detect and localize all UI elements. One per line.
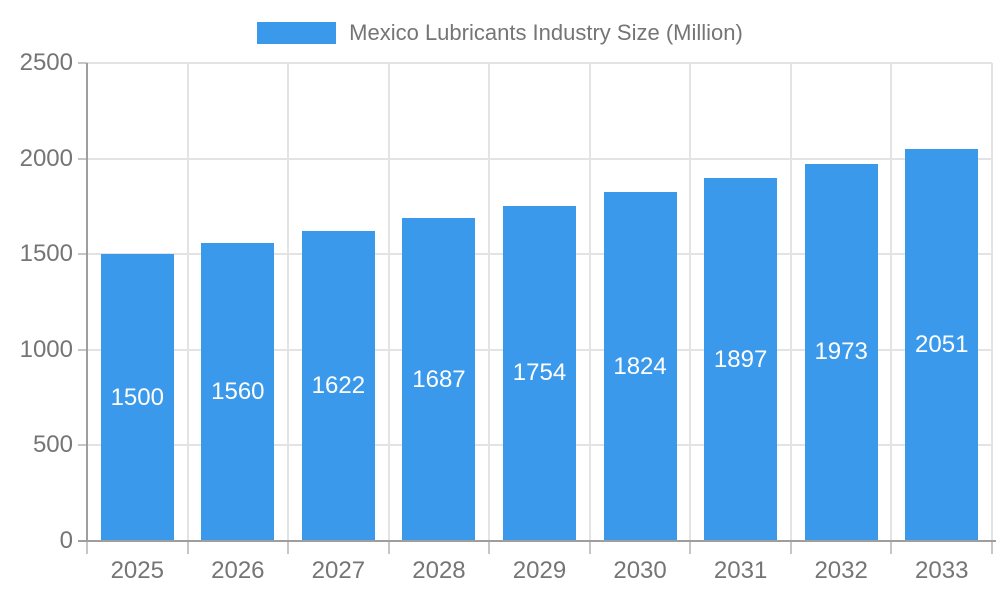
gridline-vertical [287, 63, 290, 541]
x-axis-tick-label: 2031 [713, 557, 768, 584]
bar-2026 [201, 242, 275, 541]
y-axis-tick-label: 500 [32, 431, 73, 459]
x-axis-tick-label: 2033 [915, 557, 969, 584]
x-tick-mark [287, 541, 290, 554]
gridline-vertical [186, 63, 189, 541]
x-axis-tick-label: 2028 [412, 557, 466, 584]
y-axis-tick-label: 2500 [19, 49, 73, 76]
x-axis-tick-label: 2029 [512, 557, 567, 584]
gridline-vertical [387, 63, 390, 541]
x-tick-mark [789, 541, 792, 554]
y-axis-tick-label: 1000 [19, 335, 73, 363]
bar-2032 [804, 163, 878, 541]
x-tick-mark [588, 541, 591, 554]
y-tick-mark [78, 253, 87, 256]
bar-value-label: 1973 [814, 338, 868, 366]
y-tick-mark [78, 348, 87, 351]
x-axis-line [78, 540, 996, 542]
x-tick-mark [86, 541, 88, 554]
gridline-vertical [890, 63, 893, 541]
gridline-horizontal [87, 62, 992, 64]
bar-value-label: 1754 [512, 359, 567, 387]
x-tick-mark [991, 541, 993, 554]
bar-2030 [603, 192, 677, 541]
bar-2028 [402, 218, 476, 541]
bar-value-label: 1897 [713, 345, 768, 373]
gridline-vertical [689, 63, 692, 541]
legend: Mexico Lubricants Industry Size (Million… [0, 21, 1000, 45]
x-tick-mark [488, 541, 491, 554]
bar-value-label: 2051 [915, 330, 969, 358]
x-axis-tick-label: 2025 [110, 557, 164, 584]
bar-value-label: 1500 [110, 383, 164, 411]
bar-value-label: 1622 [311, 371, 366, 399]
bar-value-label: 1560 [211, 377, 265, 405]
bar-2033 [905, 148, 979, 541]
x-axis-tick-label: 2032 [814, 557, 868, 584]
y-axis-line [86, 63, 88, 541]
gridline-vertical [789, 63, 792, 541]
bar-2031 [704, 178, 778, 541]
x-axis-tick-label: 2026 [211, 557, 265, 584]
x-axis-tick-label: 2030 [613, 557, 667, 584]
bar-value-label: 1824 [613, 352, 667, 380]
gridline-horizontal [87, 157, 992, 160]
x-tick-mark [689, 541, 692, 554]
y-tick-mark [78, 62, 87, 64]
legend-label: Mexico Lubricants Industry Size (Million… [349, 20, 743, 45]
legend-swatch [257, 22, 337, 44]
gridline-vertical [488, 63, 491, 541]
y-axis-tick-label: 1500 [19, 240, 73, 268]
y-tick-mark [78, 157, 87, 160]
bar-2027 [301, 230, 375, 541]
y-tick-mark [78, 444, 87, 447]
bar-2029 [503, 205, 576, 541]
bar-value-label: 1687 [412, 365, 466, 393]
x-tick-mark [186, 541, 189, 554]
y-axis-tick-label: 0 [59, 527, 73, 554]
y-axis-tick-label: 2000 [19, 144, 73, 172]
x-tick-mark [387, 541, 390, 554]
gridline-vertical [991, 63, 993, 541]
bar-2025 [100, 254, 174, 541]
gridline-vertical [588, 63, 591, 541]
x-tick-mark [890, 541, 893, 554]
x-axis-tick-label: 2027 [311, 557, 366, 584]
